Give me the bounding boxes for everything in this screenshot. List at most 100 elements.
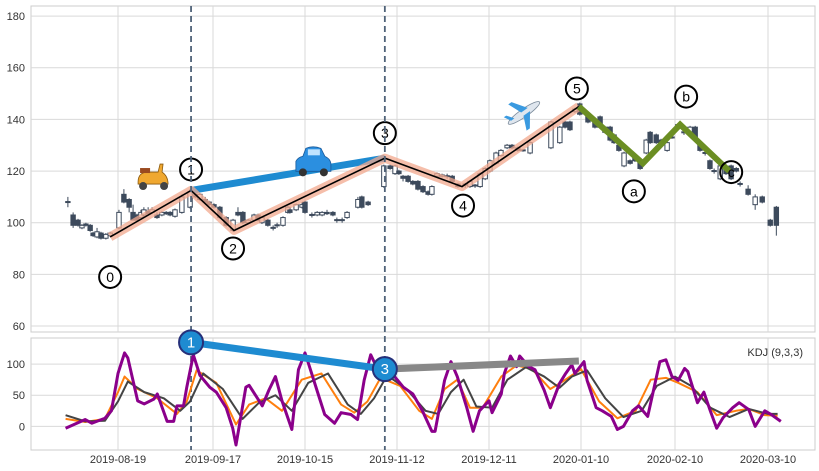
airplane-tail [503,115,515,121]
candle-down [773,205,780,236]
x-tick-label: 2019-10-15 [277,454,333,466]
candle-body [396,170,402,175]
candle-body [172,209,178,217]
candle-body [759,196,765,203]
candle-body [745,188,751,195]
wave-label-b: b [674,84,699,109]
candle-body [643,139,649,154]
price-y-tick-label: 100 [7,218,25,230]
kdj-marker-text: 1 [187,334,195,351]
candle-body [65,201,71,204]
candle-up [270,225,276,231]
kdj-marker-text: 3 [381,361,389,378]
wave-label-circle [221,236,246,261]
candle-down [420,185,426,194]
candle-body [653,134,659,144]
divergence-line [190,338,386,373]
kdj-marker-1: 1 [178,329,205,356]
impulse-wave-line [109,105,580,238]
price-y-tick-label: 140 [7,114,25,126]
scooter-wheel [139,182,148,191]
wave-label-text: 0 [106,269,114,285]
candle-body [387,165,393,169]
car-icon [295,146,332,177]
wave-label-circle [564,76,589,101]
candle-down [287,208,293,214]
car-wheel [298,168,307,177]
candle-body [365,201,371,206]
candle-up [79,224,85,230]
candle-down [302,200,308,214]
candle-down [562,120,568,129]
trend-line [190,154,386,194]
candle-down [75,218,81,227]
candle-up [752,194,758,210]
candle-up [643,138,649,155]
candle-down [235,207,241,217]
wave-label-circle [451,193,476,218]
candle-body [562,121,568,128]
candle-up [621,151,627,168]
candle-body [79,224,85,229]
wave-label-2: 2 [221,236,246,261]
candle-down [396,169,402,175]
candle-body [647,131,653,144]
kdj-marker-circle [371,356,398,383]
price-y-tick-label: 120 [7,166,25,178]
candle-body [339,219,345,222]
candle-up [309,212,315,218]
wave-label-text: 5 [573,80,581,96]
airplane-shape [503,101,541,131]
candle-body [557,126,563,144]
wave-label-3: 3 [372,121,397,146]
candle-down [707,159,713,170]
candle-body [410,180,416,185]
candle-body [309,213,315,216]
candle-up [472,183,478,188]
candle-body [324,211,330,215]
candle-up [280,216,286,227]
candle-down [83,222,89,227]
candle-body [737,182,743,185]
scooter-icon [137,163,169,191]
kdj-marker-3: 3 [371,356,398,383]
x-tick-label: 2020-01-10 [553,454,609,466]
candle-body [627,160,633,164]
candle-up [737,181,743,187]
wave-label-text: 3 [381,125,389,141]
kdj-marker-circle [178,329,205,356]
wave-label-text: 4 [459,198,467,214]
wave-label-circle [372,121,397,146]
car-wheel [319,168,328,177]
x-tick-label: 2020-03-10 [740,454,796,466]
candle-down [265,218,271,227]
candle-up [319,211,325,217]
candle-body [728,165,734,180]
candle-up [103,233,109,240]
candle-down [98,231,104,240]
candle-body [707,160,713,169]
candle-up [344,211,350,219]
wave-label-circle [98,264,123,289]
kdj-y-tick-label: 50 [13,390,25,402]
candle-down [365,200,371,206]
candle-body [126,198,132,208]
kdj-series-j [64,351,782,447]
candle-body [567,121,573,131]
wave-label-c: c [719,160,744,185]
candle-up [711,168,717,174]
candle-body [711,170,717,173]
wave-label-0: 0 [98,264,123,289]
candle-up [65,196,71,208]
candle-body [87,224,93,231]
candle-body [265,219,271,226]
candle-up [429,185,435,196]
car-window [307,149,320,156]
x-tick-label: 2019-11-12 [369,454,424,466]
candle-body [359,196,365,208]
candle-body [319,211,325,216]
candle-down [387,164,393,170]
candle-down [767,218,773,227]
wave-label-circle [621,179,646,204]
candle-body [405,175,411,182]
